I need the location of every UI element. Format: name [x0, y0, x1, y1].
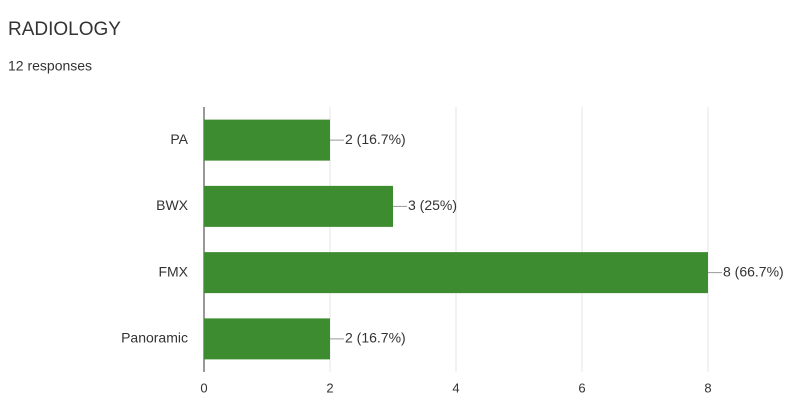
x-tick-label: 0	[200, 380, 207, 395]
bar	[204, 252, 708, 294]
x-tick-label: 4	[452, 380, 459, 395]
bar	[204, 119, 330, 161]
y-tick-label: FMX	[158, 263, 188, 279]
x-tick-label: 6	[578, 380, 585, 395]
value-label: 2 (16.7%)	[345, 330, 406, 346]
bar	[204, 185, 393, 227]
value-label: 8 (66.7%)	[723, 263, 784, 279]
value-label: 3 (25%)	[408, 197, 457, 213]
y-tick-label: Panoramic	[121, 330, 188, 346]
chart-title: RADIOLOGY	[8, 19, 121, 40]
y-tick-label: BWX	[156, 197, 189, 213]
x-tick-label: 8	[704, 380, 711, 395]
y-tick-label: PA	[170, 131, 188, 147]
x-tick-label: 2	[326, 380, 333, 395]
chart-subtitle: 12 responses	[8, 58, 92, 74]
value-label: 2 (16.7%)	[345, 131, 406, 147]
bar	[204, 318, 330, 360]
